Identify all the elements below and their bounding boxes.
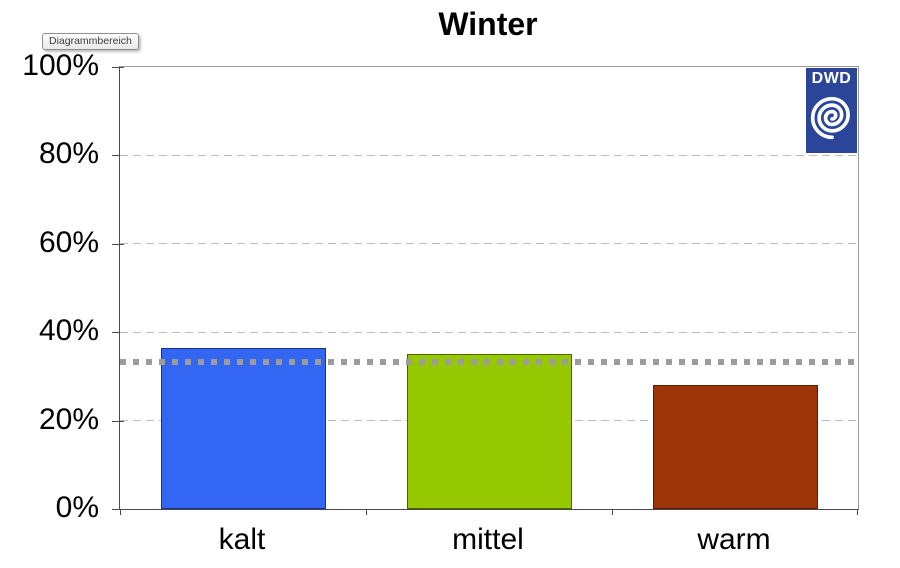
y-axis-label-40: 40%: [38, 314, 99, 348]
y-tick-60: [112, 243, 124, 245]
dwd-spiral-icon: [810, 96, 850, 140]
bar-warm[interactable]: [652, 385, 818, 509]
x-boundary-tick-1: [366, 509, 367, 515]
x-axis-label-kalt: kalt: [218, 523, 266, 556]
x-boundary-tick-0: [120, 509, 121, 515]
chart-area-tooltip-label: Diagrammbereich: [49, 35, 132, 47]
x-boundary-tick-3: [857, 509, 858, 515]
chart-area-tooltip: Diagrammbereich: [42, 33, 139, 50]
gridline-80: [120, 154, 858, 156]
y-axis-label-20: 20%: [38, 402, 99, 436]
plot-area[interactable]: [112, 66, 859, 515]
gridline-40: [120, 331, 858, 333]
bar-kalt[interactable]: [160, 347, 326, 509]
y-axis-label-0: 0%: [55, 491, 99, 524]
y-tick-100: [112, 67, 124, 68]
dwd-logo-text: DWD: [811, 70, 852, 87]
y-axis-label-60: 60%: [38, 225, 99, 259]
y-tick-80: [112, 155, 124, 157]
y-tick-40: [112, 332, 124, 334]
chart-title[interactable]: Winter: [438, 6, 538, 42]
x-axis-label-mittel: mittel: [452, 523, 524, 556]
y-tick-20: [112, 420, 124, 422]
gridline-60: [120, 243, 858, 245]
x-axis-label-warm: warm: [697, 523, 771, 556]
bar-mittel[interactable]: [406, 354, 572, 509]
y-axis-label-100: 100%: [22, 49, 99, 82]
reference-line: [120, 358, 858, 365]
y-tick-0: [112, 509, 124, 510]
x-boundary-tick-2: [612, 509, 613, 515]
dwd-logo: DWD: [806, 68, 857, 153]
y-axis-label-80: 80%: [38, 137, 99, 171]
